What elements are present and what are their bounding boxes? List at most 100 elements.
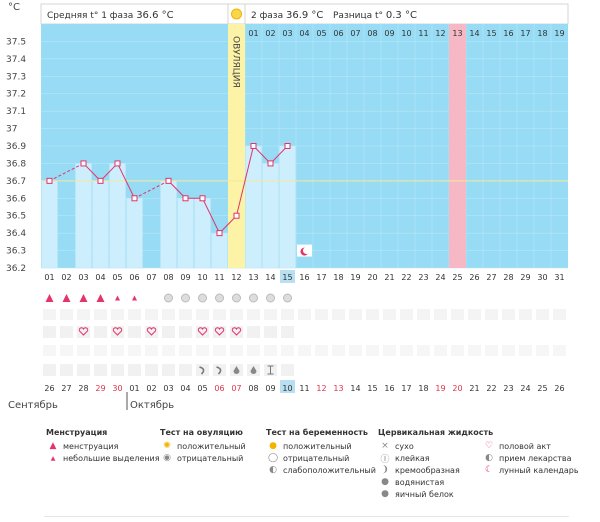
row-cell xyxy=(434,309,447,320)
legend-item: ● положительный xyxy=(266,440,376,452)
calendar-date-label: 18 xyxy=(418,384,428,393)
row-cell xyxy=(553,309,566,320)
row-cell xyxy=(230,309,243,320)
legend-item: ◉ отрицательный xyxy=(160,452,246,464)
heart-icon xyxy=(78,327,89,336)
row-cell xyxy=(281,309,294,320)
temperature-segment xyxy=(202,198,220,234)
x-tick-label: 12 xyxy=(231,273,241,282)
pregnancy-positive-icon: ● xyxy=(269,441,277,451)
today-marker xyxy=(280,270,295,283)
y-tick-label: 36.9 xyxy=(6,142,26,152)
calendar-date-label: 08 xyxy=(248,384,258,393)
row-cell xyxy=(213,309,226,320)
calendar-date-label: 24 xyxy=(520,384,530,393)
row-cell xyxy=(536,345,549,356)
row-cell xyxy=(60,309,73,320)
phase2-day-label: 15 xyxy=(486,29,496,38)
calendar-date-label: 06 xyxy=(214,384,224,393)
highlight-band xyxy=(449,24,466,268)
row-cell xyxy=(315,309,328,320)
sun-negative-icon: ◉ xyxy=(163,453,171,463)
row-cell xyxy=(77,326,90,338)
ovulation-label: ОВУЛЯЦИЯ xyxy=(231,36,241,88)
phase2-day-label: 11 xyxy=(418,29,428,38)
legend-item: ● водянистая xyxy=(378,476,493,488)
y-tick-label: 36.5 xyxy=(6,212,26,222)
phase2-day-label: 13 xyxy=(452,29,462,38)
chart-header: Средняя t° 1 фаза 36.6 °C 2 фаза 36.9 °C Р… xyxy=(40,3,569,25)
ovulation-test-negative-icon xyxy=(215,293,224,303)
row-cell xyxy=(179,309,192,320)
row-cell xyxy=(383,309,396,320)
pregnancy-weak-icon: ◐ xyxy=(269,465,277,475)
calendar-date-label: 12 xyxy=(316,384,326,393)
temperature-difference-value: 0.3 °C xyxy=(386,10,417,21)
row-cell xyxy=(400,345,413,356)
row-cell xyxy=(94,345,107,356)
row-cell xyxy=(43,326,56,338)
row-cell xyxy=(179,345,192,356)
heart-icon xyxy=(112,327,123,336)
y-tick-label: 37.5 xyxy=(6,37,26,47)
plot-area: ОВУЛЯЦИЯ 01 02 03 04 05 06 07 08 09 10 11 12 13 14 15 16… xyxy=(41,24,568,269)
calendar-date-label: 07 xyxy=(231,384,241,393)
legend-menstruation: Менструация ▲ менструация ▲ небольшие выде… xyxy=(46,428,160,464)
bottom-divider xyxy=(44,516,569,517)
menstruation-drop xyxy=(115,295,120,301)
x-tick-label: 03 xyxy=(78,273,88,282)
calendar-date-label: 09 xyxy=(265,384,275,393)
x-tick-label: 15 xyxy=(282,273,292,282)
row-cell xyxy=(43,345,56,356)
row-cell xyxy=(145,345,158,356)
row-cell xyxy=(94,309,107,320)
legend-label: небольшие выделения xyxy=(63,453,160,463)
row-cell xyxy=(213,364,226,376)
phase2-day-label: 06 xyxy=(333,29,343,38)
ovulation-band xyxy=(228,24,245,268)
row-cell xyxy=(281,345,294,356)
legend-ovulation-test: Тест на овуляцию ✺ положительный ◉ отрицат… xyxy=(160,428,246,464)
row-cell xyxy=(434,345,447,356)
row-cell xyxy=(247,309,260,320)
x-tick-label: 29 xyxy=(520,273,530,282)
row-cell xyxy=(468,309,481,320)
y-axis: 37.5 37.4 37.3 37.2 37.1 37 36.9 36.8 36.7 36.6 36… xyxy=(6,37,26,274)
calendar-date-label: 20 xyxy=(452,384,462,393)
dry-icon: × xyxy=(381,441,389,451)
legend-item: ◯ отрицательный xyxy=(266,452,376,464)
phase2-day-label: 14 xyxy=(469,29,479,38)
legend-item: ❩ кремообразная xyxy=(378,464,493,476)
ovulation-test-negative-icon xyxy=(283,293,292,303)
row-cell xyxy=(94,326,107,338)
calendar-date-label: 04 xyxy=(180,384,190,393)
phase2-day-label: 18 xyxy=(537,29,547,38)
x-tick-label: 01 xyxy=(44,273,54,282)
ovulation-test-negative-icon xyxy=(232,293,241,303)
calendar-date-label: 03 xyxy=(163,384,173,393)
today-date-marker xyxy=(280,380,295,393)
legend-pregnancy-test: Тест на беременность ● положительный ◯ отр… xyxy=(266,428,376,476)
row-cell xyxy=(264,345,277,356)
row-cell xyxy=(298,345,311,356)
row-cell xyxy=(111,345,124,356)
ovulation-test-negative-icon xyxy=(266,293,275,303)
temperature-point xyxy=(131,195,138,202)
egg-white-icon: ● xyxy=(381,489,389,499)
temperature-point xyxy=(267,160,274,167)
legend-label: водянистая xyxy=(395,477,445,487)
row-cell xyxy=(315,345,328,356)
calendar-date-label: 10 xyxy=(282,384,292,393)
heart-icon xyxy=(146,327,157,336)
x-tick-label: 07 xyxy=(146,273,156,282)
temperature-bar xyxy=(262,163,279,269)
row-cell xyxy=(77,345,90,356)
row-cell xyxy=(77,309,90,320)
row-cell xyxy=(264,309,277,320)
row-cell xyxy=(451,345,464,356)
calendar-date-label: 13 xyxy=(333,384,343,393)
calendar-date-label: 01 xyxy=(129,384,139,393)
y-tick-label: 37 xyxy=(6,125,17,135)
row-cell xyxy=(264,326,277,338)
row-cell xyxy=(553,345,566,356)
